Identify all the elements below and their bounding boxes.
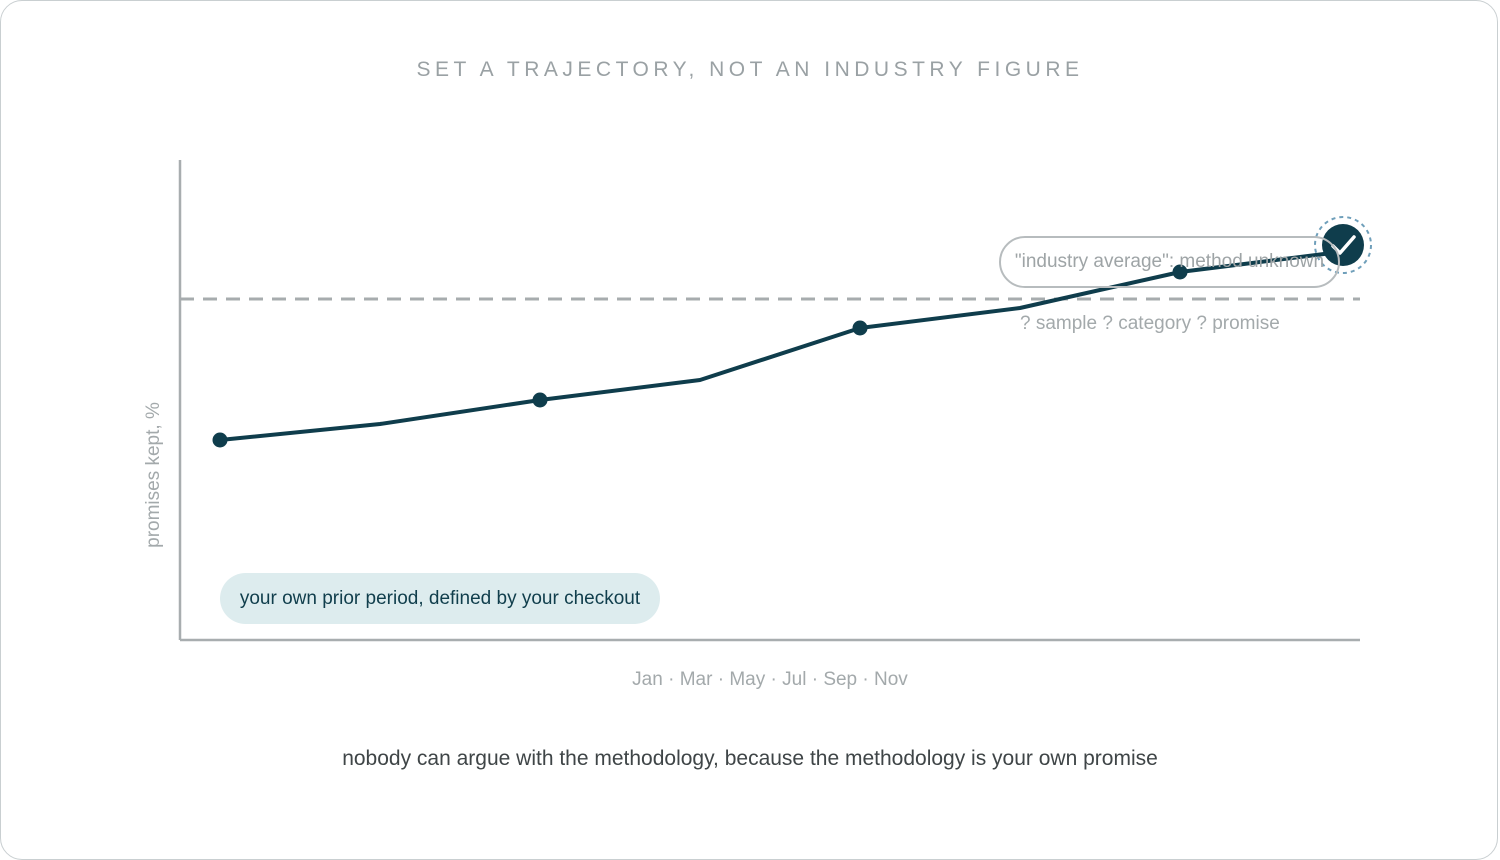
data-point xyxy=(532,392,548,408)
chart-caption: nobody can argue with the methodology, b… xyxy=(342,747,1158,770)
industry-average-pill: "industry average": method unknown xyxy=(999,236,1340,288)
x-tick-separator: · xyxy=(857,669,875,690)
x-tick-separator: · xyxy=(765,669,783,690)
series-line xyxy=(218,250,1342,442)
line-chart xyxy=(178,160,1372,642)
x-tick-label: Jul xyxy=(782,669,807,690)
industry-average-note: ? sample ? category ? promise xyxy=(1020,313,1280,334)
x-tick-label: Nov xyxy=(874,669,908,690)
target-ring xyxy=(1314,216,1372,274)
x-tick-separator: · xyxy=(662,669,680,690)
data-point xyxy=(1172,264,1188,280)
x-axis-tick-labels: Jan · Mar · May · Jul · Sep · Nov xyxy=(0,669,1500,691)
y-axis-label: promises kept, % xyxy=(143,402,164,548)
x-tick-label: May xyxy=(729,669,766,690)
own-prior-period-pill: your own prior period, defined by your c… xyxy=(220,573,660,624)
x-tick-label: Sep xyxy=(823,669,858,690)
data-point xyxy=(852,320,868,336)
data-point xyxy=(212,432,228,448)
x-tick-separator: · xyxy=(806,669,824,690)
x-tick-label: Jan xyxy=(632,669,663,690)
x-tick-separator: · xyxy=(712,669,730,690)
x-tick-label: Mar xyxy=(679,669,713,690)
chart-title: SET A TRAJECTORY, NOT AN INDUSTRY FIGURE xyxy=(416,58,1084,81)
